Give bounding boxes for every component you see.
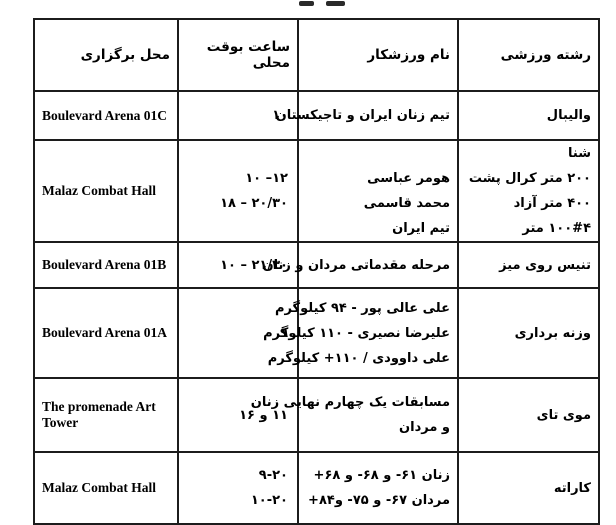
cell-time: ۹ xyxy=(177,287,299,379)
cell-venue: Boulevard Arena 01C xyxy=(33,90,179,141)
cell-line: ؜۴#۱۰۰ متر xyxy=(522,221,591,236)
cell-line: تنیس روی میز xyxy=(499,257,591,273)
table-row: والیبال تیم زنان ایران و تاجیکستان ۱۰ Bo… xyxy=(33,90,600,141)
cell-line: شنا xyxy=(568,146,591,161)
cell-time: ۱۰ xyxy=(177,90,299,141)
cell-sport: والیبال xyxy=(457,90,600,141)
header-sport: رشته ورزشی xyxy=(457,18,600,92)
cell-time: ۹-۲۰ ۱۰-۲۰ xyxy=(177,451,299,525)
cell-athlete: هومر عباسی محمد قاسمی تیم ایران xyxy=(297,139,459,243)
clipped-title-fragment xyxy=(299,1,314,6)
cell-line: ۱۲– ۱۰ xyxy=(245,171,288,186)
cell-line: علیرضا نصیری - ۱۱۰ کیلوگرم xyxy=(263,325,450,341)
cell-line: ۱۰ xyxy=(272,108,288,123)
cell-line: زنان ۶۱- و ۶۸- و ۶۸+ xyxy=(313,468,450,483)
cell-athlete: تیم زنان ایران و تاجیکستان xyxy=(275,90,459,141)
cell-line: علی داوودی / ۱۱۰+ کیلوگرم xyxy=(267,350,450,366)
table-row: کاراته زنان ۶۱- و ۶۸- و ۶۸+ مردان ۶۷- و … xyxy=(33,451,600,525)
header-time: ساعت بوقت محلی xyxy=(177,18,299,92)
cell-venue: Malaz Combat Hall xyxy=(33,451,179,525)
cell-line: مرحله مقدماتی مردان و زنان xyxy=(262,257,450,273)
cell-time: ۲۱/۳۰ – ۱۰ xyxy=(177,241,299,289)
table-row: شنا ۲۰۰ متر کرال پشت ۴۰۰ متر آزاد ؜۴#۱۰۰… xyxy=(33,139,600,243)
cell-athlete: زنان ۶۱- و ۶۸- و ۶۸+ مردان ۶۷- و ۷۵- و۸۴… xyxy=(297,451,459,525)
cell-line: موی تای xyxy=(536,407,591,423)
table-row: وزنه برداری علی عالی پور - ۹۴ کیلوگرم عل… xyxy=(33,287,600,379)
cell-line: و مردان xyxy=(399,420,450,435)
cell-line: محمد قاسمی xyxy=(363,196,450,211)
cell-line: والیبال xyxy=(546,108,591,123)
cell-athlete: مسابقات یک چهارم نهایی زنان و مردان xyxy=(250,377,459,453)
cell-line: هومر عباسی xyxy=(367,171,450,186)
cell-athlete: علی عالی پور - ۹۴ کیلوگرم علیرضا نصیری -… xyxy=(263,287,459,379)
cell-line: مسابقات یک چهارم نهایی زنان xyxy=(250,395,450,410)
cell-line: کاراته xyxy=(553,480,591,496)
cell-line: ۲۱/۳۰ – ۱۰ xyxy=(220,257,288,273)
cell-sport: شنا ۲۰۰ متر کرال پشت ۴۰۰ متر آزاد ؜۴#۱۰۰… xyxy=(457,139,600,243)
cell-line: علی عالی پور - ۹۴ کیلوگرم xyxy=(274,300,450,316)
cell-venue: Boulevard Arena 01A xyxy=(33,287,179,379)
table-row: تنیس روی میز مرحله مقدماتی مردان و زنان … xyxy=(33,241,600,289)
cell-line: ۱۰-۲۰ xyxy=(250,493,288,508)
cell-line: ۲۰/۳۰ – ۱۸ xyxy=(220,196,288,211)
cell-sport: کاراته xyxy=(457,451,600,525)
cell-line: وزنه برداری xyxy=(514,325,591,341)
cell-line: تیم ایران xyxy=(392,221,450,236)
cell-athlete: مرحله مقدماتی مردان و زنان xyxy=(262,241,459,289)
table-row: موی تای مسابقات یک چهارم نهایی زنان و مر… xyxy=(33,377,600,453)
cell-line: ۲۰۰ متر کرال پشت xyxy=(468,171,591,186)
cell-time: ۱۲– ۱۰ ۲۰/۳۰ – ۱۸ xyxy=(177,139,299,243)
header-athlete: نام ورزشکار xyxy=(297,18,459,92)
cell-line: ۹ xyxy=(280,325,288,341)
cell-venue: The promenade Art Tower xyxy=(33,377,179,453)
cell-line: تیم زنان ایران و تاجیکستان xyxy=(275,108,450,123)
clipped-title-fragment xyxy=(326,1,345,6)
cell-time: ۱۱ و ۱۶ xyxy=(177,377,299,453)
cell-venue: Boulevard Arena 01B xyxy=(33,241,179,289)
cell-line: ۴۰۰ متر آزاد xyxy=(513,196,591,211)
cell-venue: Malaz Combat Hall xyxy=(33,139,179,243)
header-venue: محل برگزاری xyxy=(33,18,179,92)
cell-line: ۹-۲۰ xyxy=(258,468,288,483)
schedule-table: رشته ورزشی نام ورزشکار ساعت بوقت محلی مح… xyxy=(33,18,600,525)
table-header-row: رشته ورزشی نام ورزشکار ساعت بوقت محلی مح… xyxy=(33,18,600,92)
cell-sport: وزنه برداری xyxy=(457,287,600,379)
cell-line: ۱۱ و ۱۶ xyxy=(239,407,288,423)
cell-sport: موی تای xyxy=(457,377,600,453)
cell-sport: تنیس روی میز xyxy=(457,241,600,289)
cell-line: مردان ۶۷- و ۷۵- و۸۴+ xyxy=(308,493,450,508)
